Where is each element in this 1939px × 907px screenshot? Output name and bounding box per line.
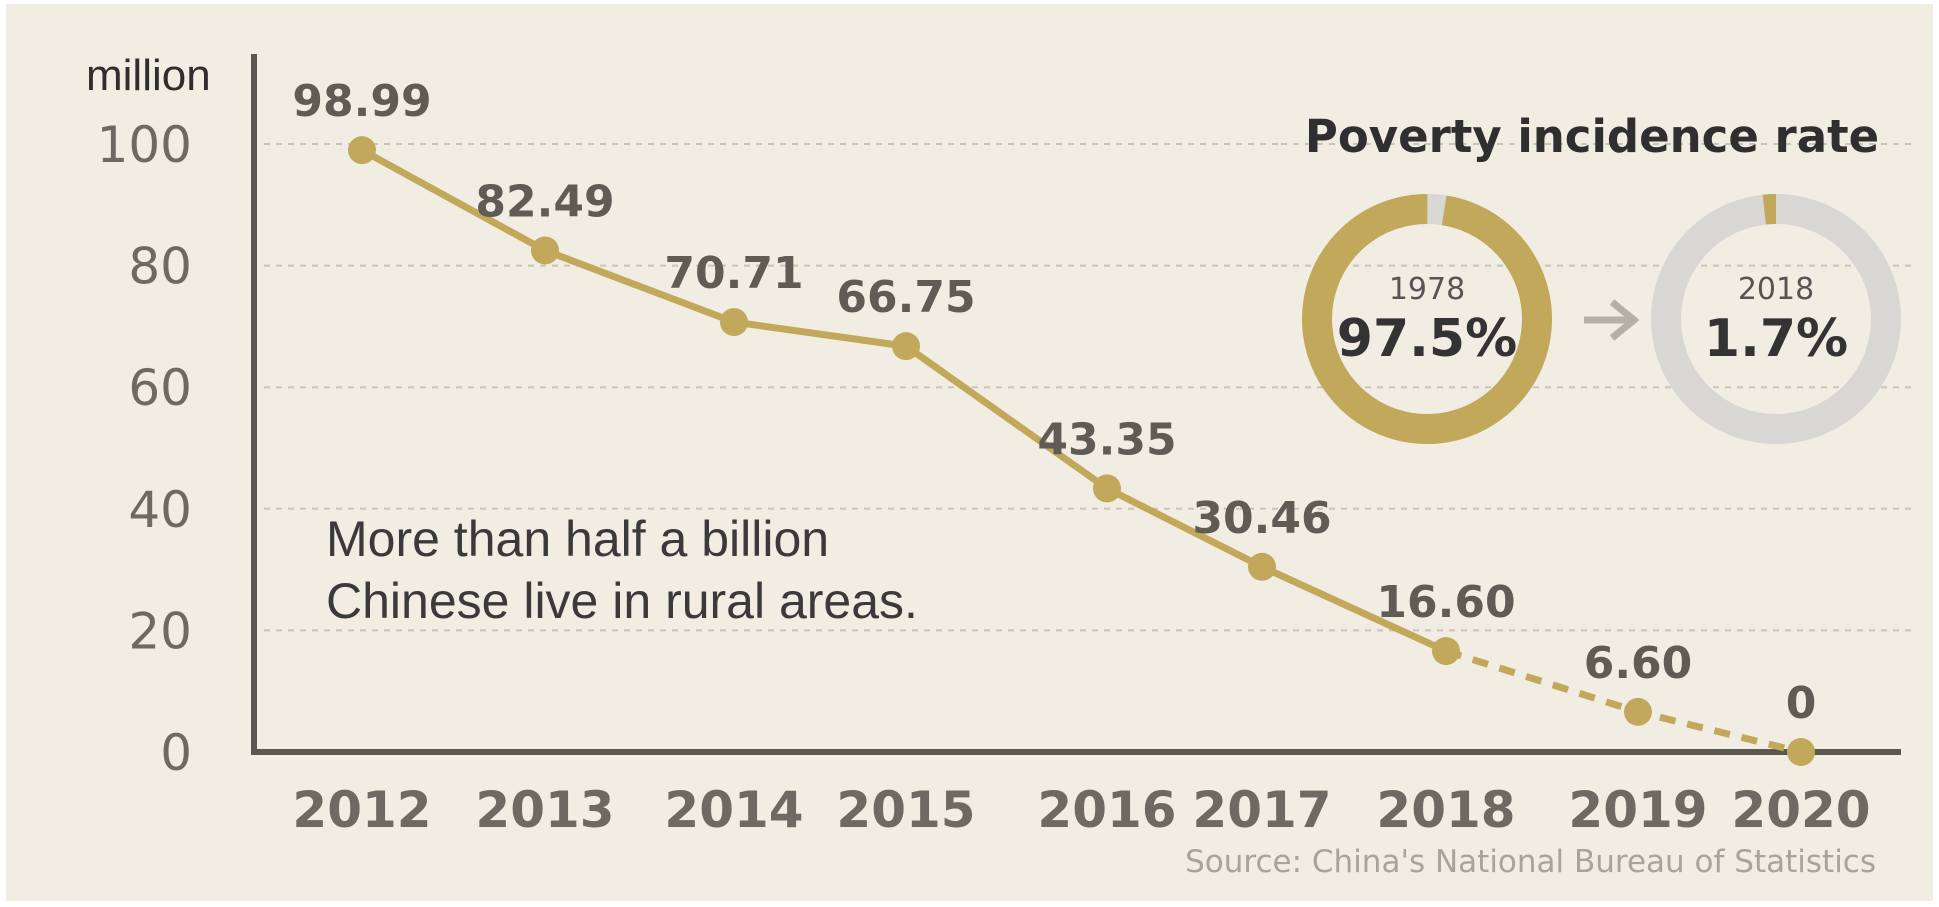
data-point-2020	[1787, 738, 1815, 766]
data-label-2020: 0	[1786, 678, 1817, 729]
data-label-2015: 66.75	[836, 272, 975, 323]
y-tick-label: 40	[128, 481, 192, 539]
donut-1978	[1302, 194, 1552, 444]
y-tick-label: 0	[160, 724, 192, 782]
y-tick-label: 80	[128, 238, 192, 296]
data-point-2012	[348, 136, 376, 165]
donut-2018-year: 2018	[1738, 272, 1814, 307]
data-label-2017: 30.46	[1192, 493, 1331, 544]
data-point-2016	[1093, 474, 1121, 503]
data-points	[348, 136, 1815, 766]
data-label-2016: 43.35	[1037, 414, 1176, 465]
x-tick-label: 2020	[1731, 781, 1870, 839]
axes	[251, 54, 1901, 755]
data-label-2012: 98.99	[292, 76, 431, 127]
poverty-rate-title: Poverty incidence rate	[1305, 110, 1879, 163]
data-label-2014: 70.71	[664, 248, 803, 299]
donut-2018-value: 1.7%	[1704, 309, 1848, 369]
y-tick-label: 100	[97, 116, 192, 174]
source-note: Source: China's National Bureau of Stati…	[1185, 844, 1876, 880]
x-tick-label: 2016	[1037, 781, 1176, 839]
grid-lines	[264, 143, 1911, 632]
data-point-2019	[1624, 697, 1652, 726]
x-tick-label: 2017	[1192, 781, 1331, 839]
x-tick-label: 2014	[664, 781, 803, 839]
y-tick-label: 60	[128, 359, 192, 417]
donut-1978-value: 97.5%	[1337, 309, 1517, 369]
data-label-2018: 16.60	[1376, 577, 1515, 628]
annotation-line-2: Chinese live in rural areas.	[326, 573, 918, 629]
y-tick-label: 20	[128, 602, 192, 660]
x-tick-label: 2012	[292, 781, 431, 839]
chart-panel: million 0 20 40 60 80 100 2012 2013 2014 2015 201…	[6, 4, 1933, 901]
data-point-2013	[531, 236, 559, 265]
x-tick-label: 2019	[1568, 781, 1707, 839]
donut-remainder	[1651, 194, 1901, 444]
donut-2018	[1651, 193, 1901, 444]
x-tick-label: 2018	[1376, 781, 1515, 839]
donut-share	[1651, 193, 1901, 444]
y-unit-label: million	[86, 51, 211, 100]
arrow-icon	[1584, 299, 1640, 341]
data-labels: 98.99 82.49 70.71 66.75 43.35 30.46 16.60 6.60 0	[292, 76, 1816, 729]
poverty-rate-inset: Poverty incidence rate 1978 97.5% 2018 1…	[1302, 110, 1901, 444]
annotation-line-1: More than half a billion	[326, 511, 829, 567]
donut-1978-year: 1978	[1389, 272, 1465, 307]
data-point-2015	[892, 332, 920, 361]
annotation-text: More than half a billion Chinese live in…	[326, 511, 918, 629]
x-tick-label: 2015	[836, 781, 975, 839]
data-label-2019: 6.60	[1584, 638, 1693, 689]
data-point-2014	[720, 308, 748, 337]
data-point-2017	[1248, 552, 1276, 581]
data-label-2013: 82.49	[475, 176, 614, 227]
y-ticks: 0 20 40 60 80 100	[97, 116, 192, 782]
x-ticks: 2012 2013 2014 2015 2016 2017 2018 2019 2020	[292, 781, 1870, 839]
data-point-2018	[1432, 637, 1460, 666]
x-tick-label: 2013	[475, 781, 614, 839]
